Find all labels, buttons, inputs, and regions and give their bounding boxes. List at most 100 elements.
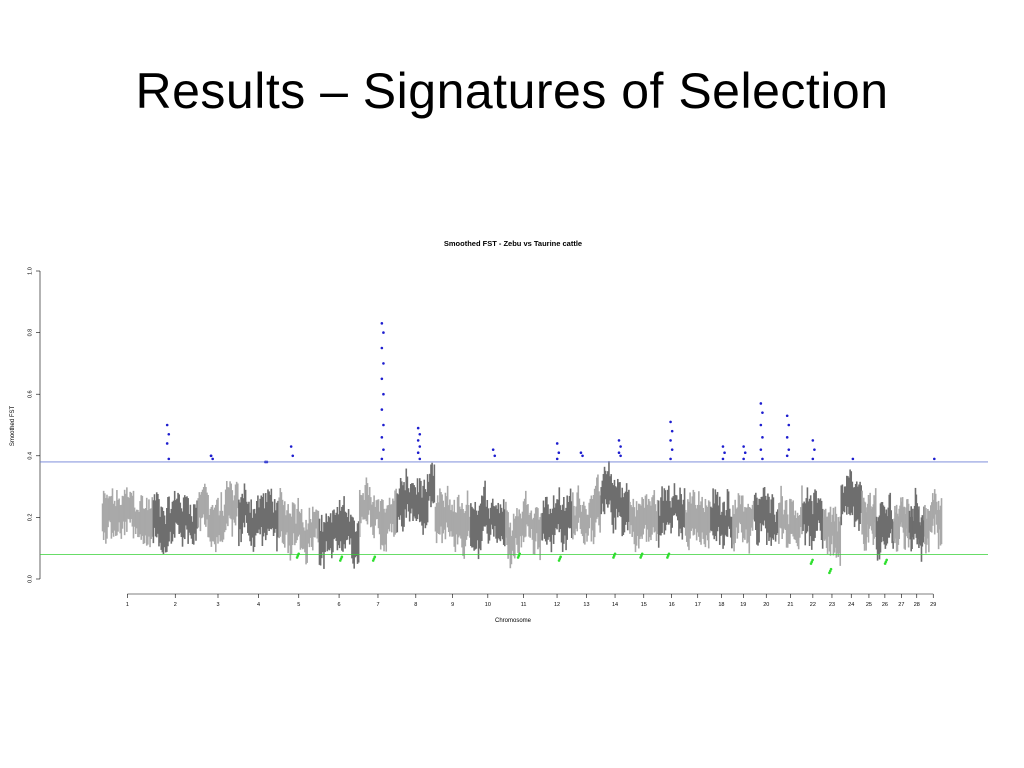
fst-point: [621, 487, 624, 537]
fst-point: [921, 515, 924, 547]
fst-point: [716, 491, 719, 532]
fst-point: [661, 486, 663, 533]
fst-point: [751, 504, 754, 531]
fst-point: [693, 492, 696, 535]
x-tick-label: 2: [174, 602, 177, 608]
y-tick-label: 0.0: [27, 575, 33, 583]
fst-point: [421, 497, 423, 526]
fst-point: [417, 492, 420, 515]
fst-point: [930, 502, 933, 533]
fst-point: [780, 485, 782, 529]
fst-point: [791, 501, 793, 534]
fst-point: [704, 498, 707, 548]
fst-point: [357, 521, 360, 563]
fst-point: [532, 517, 535, 554]
fst-point: [180, 508, 183, 537]
fst-point: [422, 485, 424, 535]
fst-point: [611, 482, 614, 525]
fst-point: [674, 494, 677, 514]
fst-point: [196, 500, 198, 529]
fst-point: [254, 513, 257, 536]
fst-point: [904, 513, 907, 550]
fst-point: [439, 488, 441, 535]
fst-point: [183, 495, 186, 540]
fst-point: [587, 514, 589, 536]
chromosome-29-points: [924, 457, 943, 554]
x-tick-label: 24: [848, 602, 854, 608]
fst-outlier-high: [933, 457, 936, 461]
fst-point: [844, 486, 847, 507]
fst-point: [465, 504, 468, 540]
fst-point: [445, 496, 448, 523]
fst-point: [859, 481, 861, 525]
fst-point: [383, 508, 385, 552]
fst-point: [752, 500, 755, 520]
fst-point: [257, 495, 259, 534]
fst-outlier-high: [761, 411, 764, 414]
fst-point: [836, 531, 839, 554]
fst-point: [211, 504, 214, 542]
fst-point: [657, 500, 660, 548]
fst-point: [345, 512, 348, 541]
fst-point: [631, 507, 633, 537]
fst-point: [900, 497, 902, 527]
fst-point: [482, 496, 484, 531]
fst-point: [476, 514, 479, 541]
fst-point: [848, 477, 850, 514]
fst-point: [185, 497, 187, 526]
fst-point: [376, 499, 379, 520]
fst-point: [195, 507, 197, 541]
fst-point: [131, 495, 134, 527]
fst-point: [770, 499, 773, 546]
fst-point: [408, 492, 411, 522]
fst-point: [260, 495, 263, 528]
fst-point: [898, 508, 901, 540]
fst-point: [464, 511, 467, 547]
fst-point: [388, 497, 391, 532]
fst-point: [151, 497, 154, 537]
fst-point: [505, 501, 507, 538]
chromosome-5-points: [278, 445, 320, 565]
fst-point: [619, 482, 621, 516]
fst-point: [387, 505, 390, 530]
fst-point: [557, 499, 559, 525]
fst-point: [530, 510, 533, 530]
fst-point: [566, 495, 569, 540]
fst-point: [918, 506, 920, 548]
fst-point: [316, 510, 319, 539]
chromosome-22-points: [802, 439, 824, 565]
fst-point: [333, 509, 335, 540]
chromosome-11-points: [505, 490, 543, 569]
fst-point: [572, 492, 574, 540]
fst-point: [584, 505, 586, 545]
fst-point: [354, 531, 357, 558]
fst-point: [883, 506, 886, 545]
fst-point: [155, 492, 158, 538]
fst-point: [622, 497, 625, 535]
fst-point: [807, 501, 810, 526]
fst-point: [502, 499, 505, 545]
x-tick-label: 15: [641, 602, 647, 608]
fst-point: [286, 510, 288, 533]
fst-point: [189, 504, 192, 536]
fst-point: [902, 507, 905, 533]
fst-point: [129, 491, 131, 523]
fst-point: [901, 497, 904, 528]
fst-point: [744, 506, 746, 540]
fst-point: [379, 500, 382, 550]
fst-point: [835, 513, 838, 558]
fst-point: [737, 493, 740, 534]
fst-point: [555, 503, 557, 529]
fst-point: [912, 508, 914, 538]
fst-point: [743, 511, 745, 539]
fst-point: [816, 502, 819, 531]
fst-point: [137, 509, 139, 538]
fst-point: [818, 499, 821, 524]
fst-point: [726, 489, 729, 537]
fst-outlier-high: [759, 423, 763, 427]
fst-point: [412, 483, 414, 521]
fst-point: [690, 503, 692, 531]
fst-point: [363, 499, 365, 520]
fst-point: [644, 495, 647, 525]
fst-point: [501, 511, 504, 540]
